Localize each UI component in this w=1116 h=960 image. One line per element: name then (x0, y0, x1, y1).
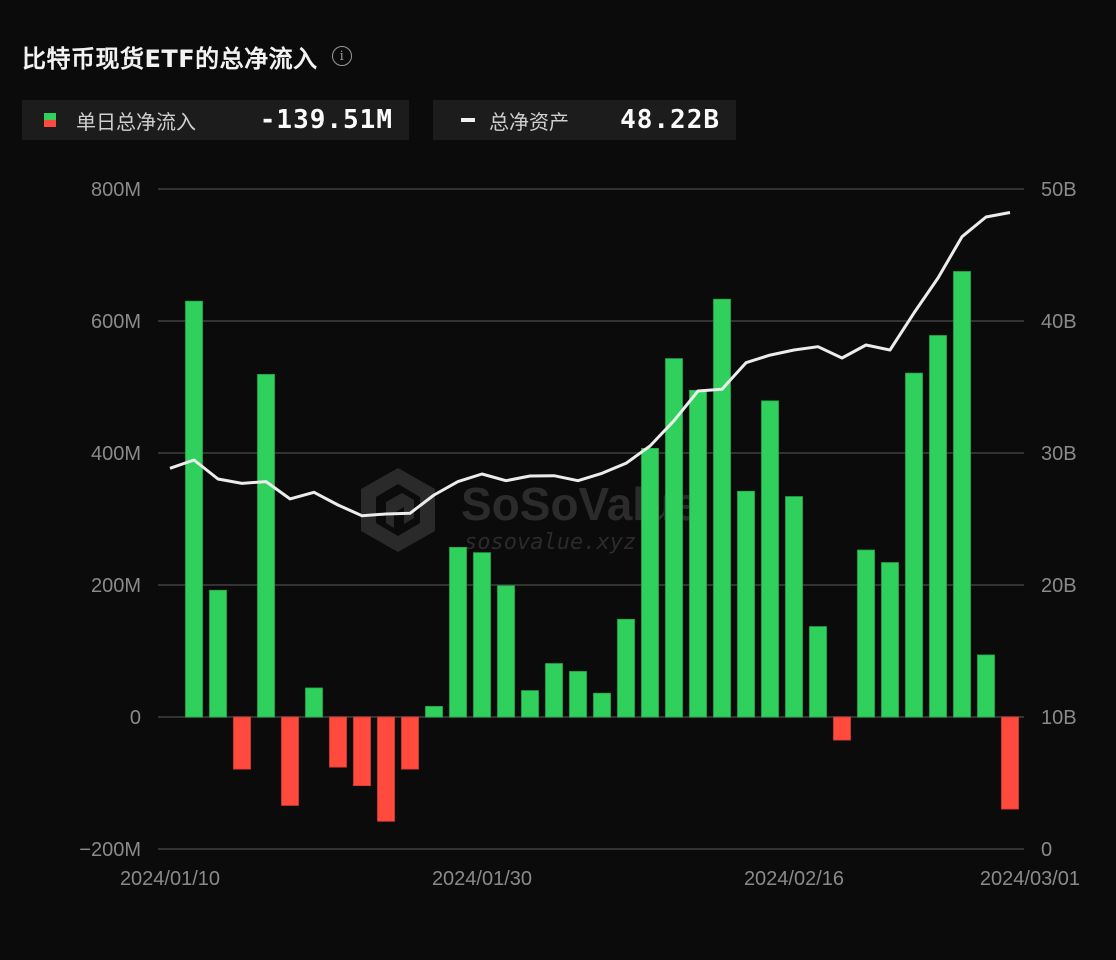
inflow-bar[interactable] (593, 692, 611, 718)
left-axis-tick-label: 200M (91, 575, 141, 597)
legend-total-value: 48.22B (620, 105, 720, 135)
inflow-bar[interactable] (785, 496, 803, 718)
white-dash-icon (461, 118, 475, 122)
green-red-square-icon (44, 113, 56, 127)
watermark: SoSoValue sosovalue.xyz (361, 468, 699, 555)
inflow-bar[interactable] (545, 663, 563, 718)
x-axis-tick-label: 2024/02/16 (744, 868, 844, 890)
inflow-bar[interactable] (977, 654, 995, 718)
x-axis-tick-label: 2024/03/01 (980, 868, 1080, 890)
right-axis-tick-label: 10B (1041, 707, 1077, 729)
inflow-bar[interactable] (713, 298, 731, 718)
legend-daily-value: -139.51M (259, 105, 393, 135)
left-axis-tick-label: −200M (79, 839, 141, 861)
inflow-bar[interactable] (497, 585, 515, 718)
gridlines (158, 188, 1024, 850)
right-axis-tick-label: 0 (1041, 839, 1052, 861)
inflow-bar[interactable] (449, 546, 467, 718)
outflow-bar[interactable] (329, 716, 347, 768)
left-axis-tick-label: 800M (91, 179, 141, 201)
inflow-bar[interactable] (185, 300, 203, 718)
left-axis-tick-label: 600M (91, 311, 141, 333)
total-net-assets-polyline[interactable] (169, 211, 1011, 518)
legend-total-label: 总净资产 (489, 109, 569, 134)
chart-title: 比特币现货ETF的总净流入 (22, 44, 318, 73)
inflow-bar[interactable] (521, 690, 539, 718)
outflow-bar[interactable] (833, 716, 851, 741)
inflow-bar[interactable] (905, 372, 923, 718)
legend-daily-net-inflow[interactable]: 单日总净流入 -139.51M (22, 100, 409, 140)
inflow-bar[interactable] (425, 706, 443, 718)
inflow-bar[interactable] (929, 335, 947, 718)
left-axis-tick-label: 400M (91, 443, 141, 465)
inflow-bar[interactable] (809, 626, 827, 718)
inflow-bar[interactable] (857, 549, 875, 718)
left-y-axis: 800M 600M 400M 200M 0 −200M (79, 179, 141, 861)
x-axis: 2024/01/10 2024/01/30 2024/02/16 2024/03/01 (120, 868, 1080, 890)
legend-total-net-assets[interactable]: 总净资产 48.22B (433, 100, 736, 140)
info-icon[interactable]: i (331, 46, 352, 66)
inflow-bar[interactable] (617, 618, 635, 718)
inflow-bar[interactable] (257, 374, 275, 718)
inflow-bar[interactable] (569, 671, 587, 718)
inflow-bar[interactable] (689, 389, 707, 718)
inflow-bar[interactable] (665, 358, 683, 718)
left-axis-tick-label: 0 (130, 707, 141, 729)
x-axis-tick-label: 2024/01/10 (120, 868, 220, 890)
right-axis-tick-label: 40B (1041, 311, 1077, 333)
inflow-bar[interactable] (953, 271, 971, 718)
inflow-bar[interactable] (641, 447, 659, 718)
inflow-bar[interactable] (761, 400, 779, 718)
sosovalue-logo-icon (361, 468, 435, 552)
outflow-bar[interactable] (353, 716, 371, 787)
watermark-url: sosovalue.xyz (464, 530, 636, 555)
right-axis-tick-label: 50B (1041, 179, 1077, 201)
right-axis-tick-label: 20B (1041, 575, 1077, 597)
inflow-bar[interactable] (209, 589, 227, 718)
legend-daily-label: 单日总净流入 (76, 109, 196, 134)
outflow-bar[interactable] (1001, 716, 1019, 810)
daily-net-inflow-bars (185, 271, 1019, 822)
outflow-bar[interactable] (233, 716, 251, 770)
inflow-bar[interactable] (473, 552, 491, 718)
outflow-bar[interactable] (401, 716, 419, 770)
right-axis-tick-label: 30B (1041, 443, 1077, 465)
inflow-bar[interactable] (737, 490, 755, 718)
watermark-brand: SoSoValue (461, 478, 699, 530)
x-axis-tick-label: 2024/01/30 (432, 868, 532, 890)
outflow-bar[interactable] (377, 716, 395, 822)
right-y-axis: 50B 40B 30B 20B 10B 0 (1041, 179, 1077, 861)
inflow-bar[interactable] (305, 687, 323, 718)
outflow-bar[interactable] (281, 716, 299, 806)
chart-header: 比特币现货ETF的总净流入 i (22, 38, 352, 74)
inflow-bar[interactable] (881, 562, 899, 718)
total-net-assets-line (169, 211, 1011, 518)
